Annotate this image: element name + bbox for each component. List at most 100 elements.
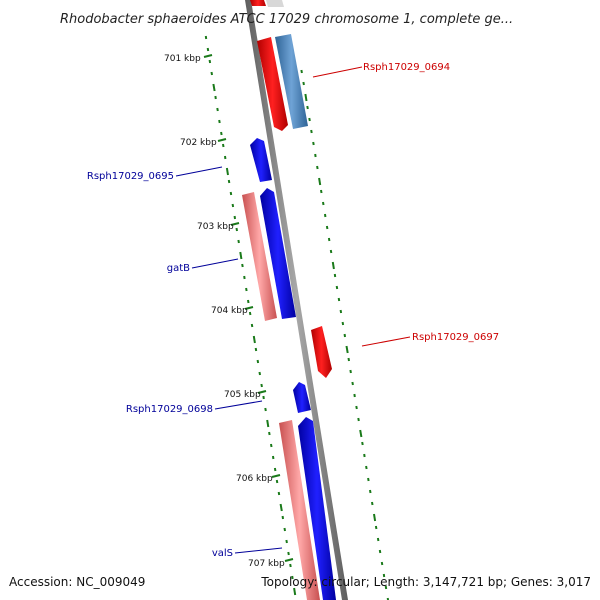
inner-tick-mark <box>252 335 256 344</box>
major-tick-mark <box>284 558 294 562</box>
inner-tick-mark <box>208 59 212 64</box>
cds-rsph17029-0698[interactable] <box>293 382 311 413</box>
inner-tick-mark <box>279 503 283 512</box>
outer-tick-mark <box>380 561 384 566</box>
kbp-label-705: 705 kbp <box>224 390 261 400</box>
gene-label-rsph17029-0695[interactable]: Rsph17029_0695 <box>87 171 174 182</box>
major-tick-mark <box>203 54 213 58</box>
outer-tick-mark <box>369 489 372 494</box>
outer-tick-mark <box>365 465 368 470</box>
outer-tick-mark <box>312 141 315 146</box>
gene-label-vals[interactable]: valS <box>212 548 233 559</box>
outer-tick-mark <box>355 405 358 410</box>
inner-tick-mark <box>231 203 235 208</box>
cds-rsph17029-0697[interactable] <box>311 326 332 378</box>
inner-tick-mark <box>258 371 261 376</box>
outer-tick-mark <box>308 117 311 122</box>
inner-tick-mark <box>287 551 290 556</box>
kbp-label-701: 701 kbp <box>164 54 201 64</box>
leader-line-rsph17029-0695 <box>175 166 223 177</box>
inner-tick-mark <box>206 47 210 52</box>
leader-line-rsph17029-0697 <box>361 336 411 347</box>
outer-tick-mark <box>327 237 331 242</box>
outer-tick-mark <box>300 69 303 74</box>
inner-tick-mark <box>235 227 238 232</box>
kbp-label-703: 703 kbp <box>197 222 234 232</box>
inner-tick-mark <box>248 311 252 316</box>
inner-tick-mark <box>250 323 254 328</box>
cds-vals[interactable] <box>298 417 336 600</box>
inner-tick-mark <box>264 407 267 412</box>
outer-tick-mark <box>361 441 364 446</box>
chromosome-backbone <box>245 0 348 600</box>
kbp-label-707: 707 kbp <box>248 559 285 569</box>
gene-vals[interactable] <box>279 420 320 600</box>
gene-label-rsph17029-0694[interactable]: Rsph17029_0694 <box>363 62 450 73</box>
inner-tick-mark <box>289 563 292 568</box>
outer-tick-mark <box>351 381 354 386</box>
inner-tick-mark <box>268 431 271 436</box>
inner-tick-mark <box>239 251 243 260</box>
gene-gatb[interactable] <box>242 192 277 321</box>
inner-tick-mark <box>256 359 260 364</box>
leader-line-gatb <box>191 258 239 269</box>
outer-tick-mark <box>384 585 388 590</box>
outer-tick-mark <box>306 105 309 110</box>
outer-tick-mark <box>373 513 377 522</box>
outer-tick-mark <box>374 525 378 530</box>
cds-rsph17029-0695[interactable] <box>250 138 272 182</box>
kbp-label-706: 706 kbp <box>236 474 273 484</box>
inner-tick-mark <box>245 287 248 292</box>
outer-tick-mark <box>339 309 343 314</box>
outer-tick-mark <box>341 321 345 326</box>
feature-fragment <box>250 0 266 6</box>
inner-tick-mark <box>266 419 270 428</box>
inner-tick-mark <box>285 539 288 544</box>
outer-tick-mark <box>331 261 335 270</box>
kbp-label-704: 704 kbp <box>211 306 248 316</box>
inner-tick-mark <box>293 587 297 596</box>
inner-tick-mark <box>254 347 258 352</box>
inner-tick-mark <box>237 239 240 244</box>
cds-rsph17029-0694[interactable] <box>257 37 288 131</box>
outer-tick-mark <box>371 501 374 506</box>
major-tick-mark <box>271 474 281 478</box>
topology-text: Topology: circular; Length: 3,147,721 bp… <box>260 575 591 589</box>
outer-tick-mark <box>320 189 323 194</box>
outer-tick-mark <box>378 549 382 554</box>
inner-tick-mark <box>210 71 213 76</box>
major-tick-mark <box>244 306 254 310</box>
outer-tick-mark <box>337 297 341 302</box>
inner-tick-mark <box>270 443 273 448</box>
major-tick-mark <box>230 222 240 226</box>
gene-rsph17029-0694[interactable] <box>275 34 308 129</box>
gene-label-rsph17029-0697[interactable]: Rsph17029_0697 <box>412 332 499 343</box>
inner-tick-mark <box>227 179 231 184</box>
outer-tick-mark <box>318 177 322 186</box>
gene-label-gatb[interactable]: gatB <box>167 263 190 274</box>
inner-tick-mark <box>212 83 216 92</box>
kbp-label-702: 702 kbp <box>180 138 217 148</box>
outer-tick-mark <box>367 477 370 482</box>
inner-tick-mark <box>220 131 223 136</box>
cds-gatb[interactable] <box>260 188 296 319</box>
outer-tick-mark <box>329 249 333 254</box>
inner-tick-mark <box>229 191 233 196</box>
tick-rings <box>203 35 390 600</box>
inner-tick-mark <box>275 479 279 484</box>
inner-tick-mark <box>277 491 281 496</box>
outer-tick-mark <box>386 597 390 600</box>
outer-tick-mark <box>359 429 363 438</box>
outer-tick-mark <box>310 129 313 134</box>
leader-line-rsph17029-0698 <box>214 400 263 410</box>
major-tick-mark <box>217 138 227 142</box>
inner-tick-mark <box>218 119 221 124</box>
gene-label-rsph17029-0698[interactable]: Rsph17029_0698 <box>126 404 213 415</box>
outer-tick-mark <box>357 417 360 422</box>
inner-tick-mark <box>241 263 244 268</box>
outer-tick-mark <box>345 345 349 354</box>
outer-tick-mark <box>304 93 308 102</box>
map-title: Rhodobacter sphaeroides ATCC 17029 chrom… <box>60 12 513 27</box>
leader-line-vals <box>234 547 283 554</box>
